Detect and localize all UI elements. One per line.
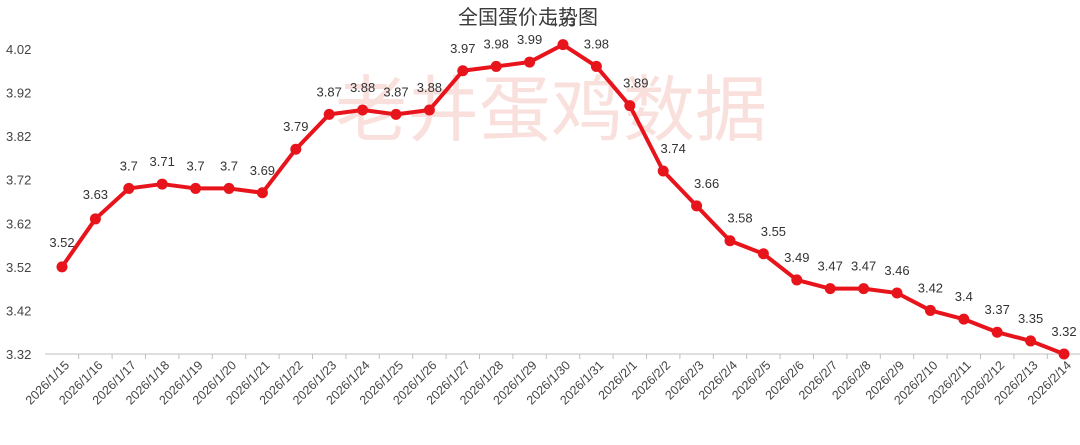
data-label: 3.88 [417,80,442,95]
data-label: 3.66 [694,176,719,191]
data-point [1058,348,1070,360]
data-point [891,287,903,299]
data-point [858,283,870,295]
y-tick-label: 3.82 [6,129,31,144]
data-point [490,60,502,72]
data-point [290,143,302,155]
data-label: 3.71 [150,154,175,169]
data-point [1025,335,1037,347]
data-point [757,248,769,260]
watermark: 老井蛋鸡数据 [335,68,767,152]
data-point [457,65,469,77]
data-point [56,261,68,273]
data-point [924,304,936,316]
data-point [691,200,703,212]
data-point [991,326,1003,338]
data-point [123,182,135,194]
data-point [256,187,268,199]
data-point [156,178,168,190]
data-label: 3.63 [83,187,108,202]
data-label: 3.58 [727,211,752,226]
y-tick-label: 4.02 [6,42,31,57]
data-label: 3.89 [623,76,648,91]
data-label: 3.88 [350,80,375,95]
data-label: 3.99 [517,32,542,47]
chart-title: 全国蛋价走势图 [458,5,598,29]
data-label: 3.7 [187,158,205,173]
y-tick-label: 3.42 [6,303,31,318]
data-label: 3.42 [918,280,943,295]
data-labels: 3.52 3.63 3.7 3.71 3.7 3.7 3.69 3.79 3.87 3.88 3.8… [49,15,1076,339]
data-label: 3.37 [985,302,1010,317]
data-label: 3.87 [383,84,408,99]
data-label: 3.47 [851,259,876,274]
data-label: 3.87 [317,84,342,99]
data-point [557,39,569,51]
y-tick-label: 3.52 [6,260,31,275]
data-label: 3.52 [49,235,74,250]
data-point [724,235,736,247]
data-point [390,108,402,120]
data-point [89,213,101,225]
data-label: 3.74 [661,141,686,156]
y-tick-label: 3.32 [6,347,31,362]
data-point [190,182,202,194]
data-label: 3.97 [450,41,475,56]
data-label: 3.4 [955,289,973,304]
data-point [357,104,369,116]
data-label: 3.46 [884,263,909,278]
data-point [423,104,435,116]
data-label: 3.7 [220,158,238,173]
data-label: 3.98 [584,36,609,51]
data-label: 3.98 [484,36,509,51]
data-label: 3.79 [283,119,308,134]
data-point [590,60,602,72]
data-point [223,182,235,194]
data-point [657,165,669,177]
data-label: 3.49 [784,250,809,265]
data-label: 4.03 [550,15,575,30]
data-point [824,283,836,295]
data-point [791,274,803,286]
y-tick-label: 3.92 [6,86,31,101]
data-point [958,313,970,325]
data-label: 3.35 [1018,311,1043,326]
data-label: 3.47 [818,259,843,274]
series-line-group [56,39,1070,360]
data-label: 3.55 [761,224,786,239]
data-label: 3.7 [120,158,138,173]
y-tick-label: 3.72 [6,173,31,188]
data-label: 3.69 [250,163,275,178]
y-tick-label: 3.62 [6,216,31,231]
y-axis: 3.32 3.42 3.52 3.62 3.72 3.82 3.92 4.02 [6,42,31,362]
x-axis: 2026/1/152026/1/162026/1/172026/1/182026… [23,354,1074,407]
data-label: 3.32 [1051,324,1076,339]
data-point [624,100,636,112]
data-point [323,108,335,120]
data-point [524,56,536,68]
